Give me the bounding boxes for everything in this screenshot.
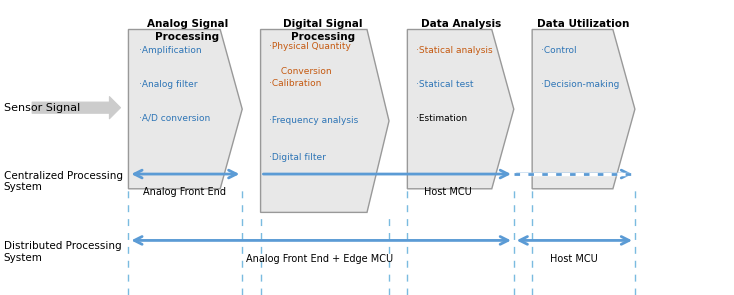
Text: ·Statical test: ·Statical test (416, 80, 473, 89)
Text: ·Physical Quantity: ·Physical Quantity (269, 42, 352, 51)
Polygon shape (128, 30, 242, 189)
Text: Analog Front End + Edge MCU: Analog Front End + Edge MCU (246, 254, 393, 264)
Polygon shape (407, 30, 514, 189)
Polygon shape (261, 30, 389, 212)
Text: Host MCU: Host MCU (424, 187, 472, 197)
Text: Sensor Signal: Sensor Signal (4, 103, 80, 113)
Text: ·A/D conversion: ·A/D conversion (139, 114, 211, 123)
Text: Data Utilization: Data Utilization (537, 19, 630, 29)
Text: ·Analog filter: ·Analog filter (139, 80, 198, 89)
Text: ·Calibration: ·Calibration (269, 79, 321, 88)
Text: Analog Front End: Analog Front End (143, 187, 227, 197)
Text: ·Statical analysis: ·Statical analysis (416, 46, 493, 55)
Text: ·Frequency analysis: ·Frequency analysis (269, 116, 359, 125)
Text: ·Digital filter: ·Digital filter (269, 153, 326, 162)
Text: Distributed Processing
System: Distributed Processing System (4, 241, 121, 263)
Text: Analog Signal
Processing: Analog Signal Processing (147, 19, 228, 42)
Text: Conversion: Conversion (278, 67, 332, 76)
Text: Data Analysis: Data Analysis (421, 19, 501, 29)
Text: ·Amplification: ·Amplification (139, 46, 202, 55)
Text: ·Estimation: ·Estimation (416, 114, 468, 123)
Text: Host MCU: Host MCU (550, 254, 598, 264)
Text: Centralized Processing
System: Centralized Processing System (4, 171, 123, 192)
Text: Digital Signal
Processing: Digital Signal Processing (283, 19, 363, 42)
Text: ·Decision-making: ·Decision-making (541, 80, 619, 89)
Polygon shape (532, 30, 635, 189)
Text: ·Control: ·Control (541, 46, 577, 55)
